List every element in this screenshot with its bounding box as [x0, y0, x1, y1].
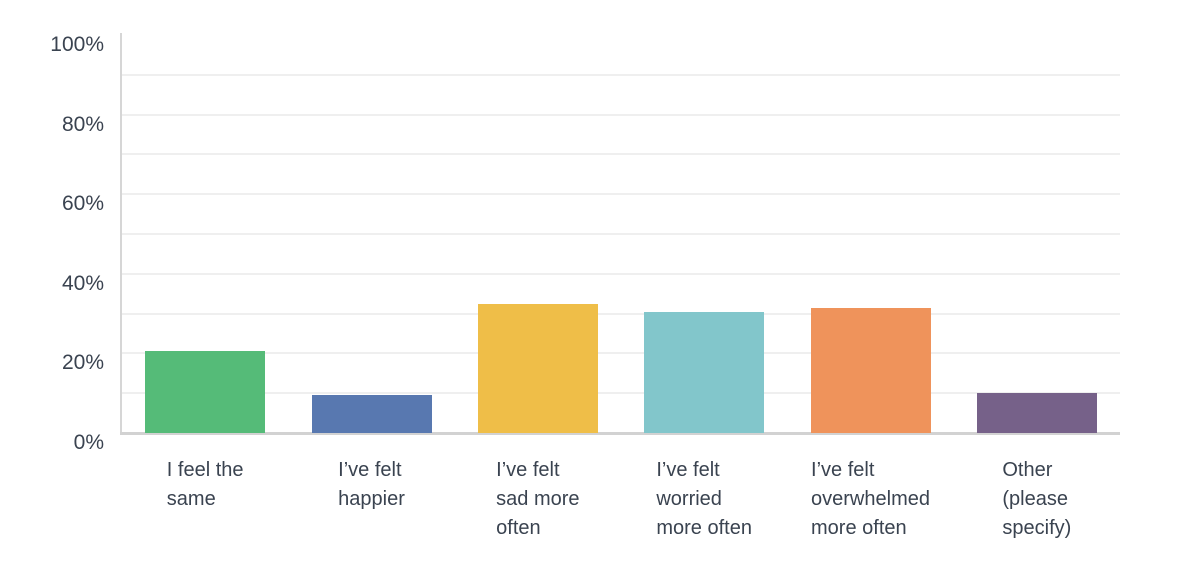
gridline	[122, 153, 1120, 156]
gridline	[122, 193, 1120, 196]
gridline	[122, 113, 1120, 116]
bar-4	[644, 311, 765, 433]
gridline	[122, 392, 1120, 395]
gridline	[122, 312, 1120, 315]
gridline	[122, 233, 1120, 235]
y-axis-tick-labels: 0% 20% 40% 60% 80% 100%	[0, 0, 104, 588]
x-category-label: Other (please specify)	[1002, 459, 1072, 539]
x-category-label: I feel the same	[166, 459, 244, 510]
y-tick-label: 60%	[61, 192, 104, 216]
y-tick-label: 20%	[61, 351, 104, 375]
y-tick-label: 80%	[61, 112, 104, 136]
bar-6	[976, 393, 1097, 433]
bar-5	[810, 307, 931, 433]
bar-2	[311, 395, 432, 433]
plot-area	[122, 35, 1120, 433]
bar-1	[145, 351, 266, 433]
x-category-label: I’ve felt sad more often	[496, 459, 580, 539]
x-category-label: I’ve felt overwhelmed more often	[811, 459, 930, 539]
bar-3	[477, 303, 598, 433]
x-category-label: I’ve felt worried more often	[656, 459, 752, 539]
gridline	[122, 352, 1120, 355]
x-category-label: I’ve felt happier	[338, 459, 405, 510]
y-tick-label: 40%	[61, 271, 104, 295]
y-tick-label: 100%	[50, 33, 104, 56]
gridline	[122, 73, 1120, 76]
gridline	[122, 272, 1120, 275]
y-axis-line	[120, 33, 122, 433]
y-tick-label: 0%	[73, 431, 104, 454]
x-axis-line	[120, 432, 1120, 435]
